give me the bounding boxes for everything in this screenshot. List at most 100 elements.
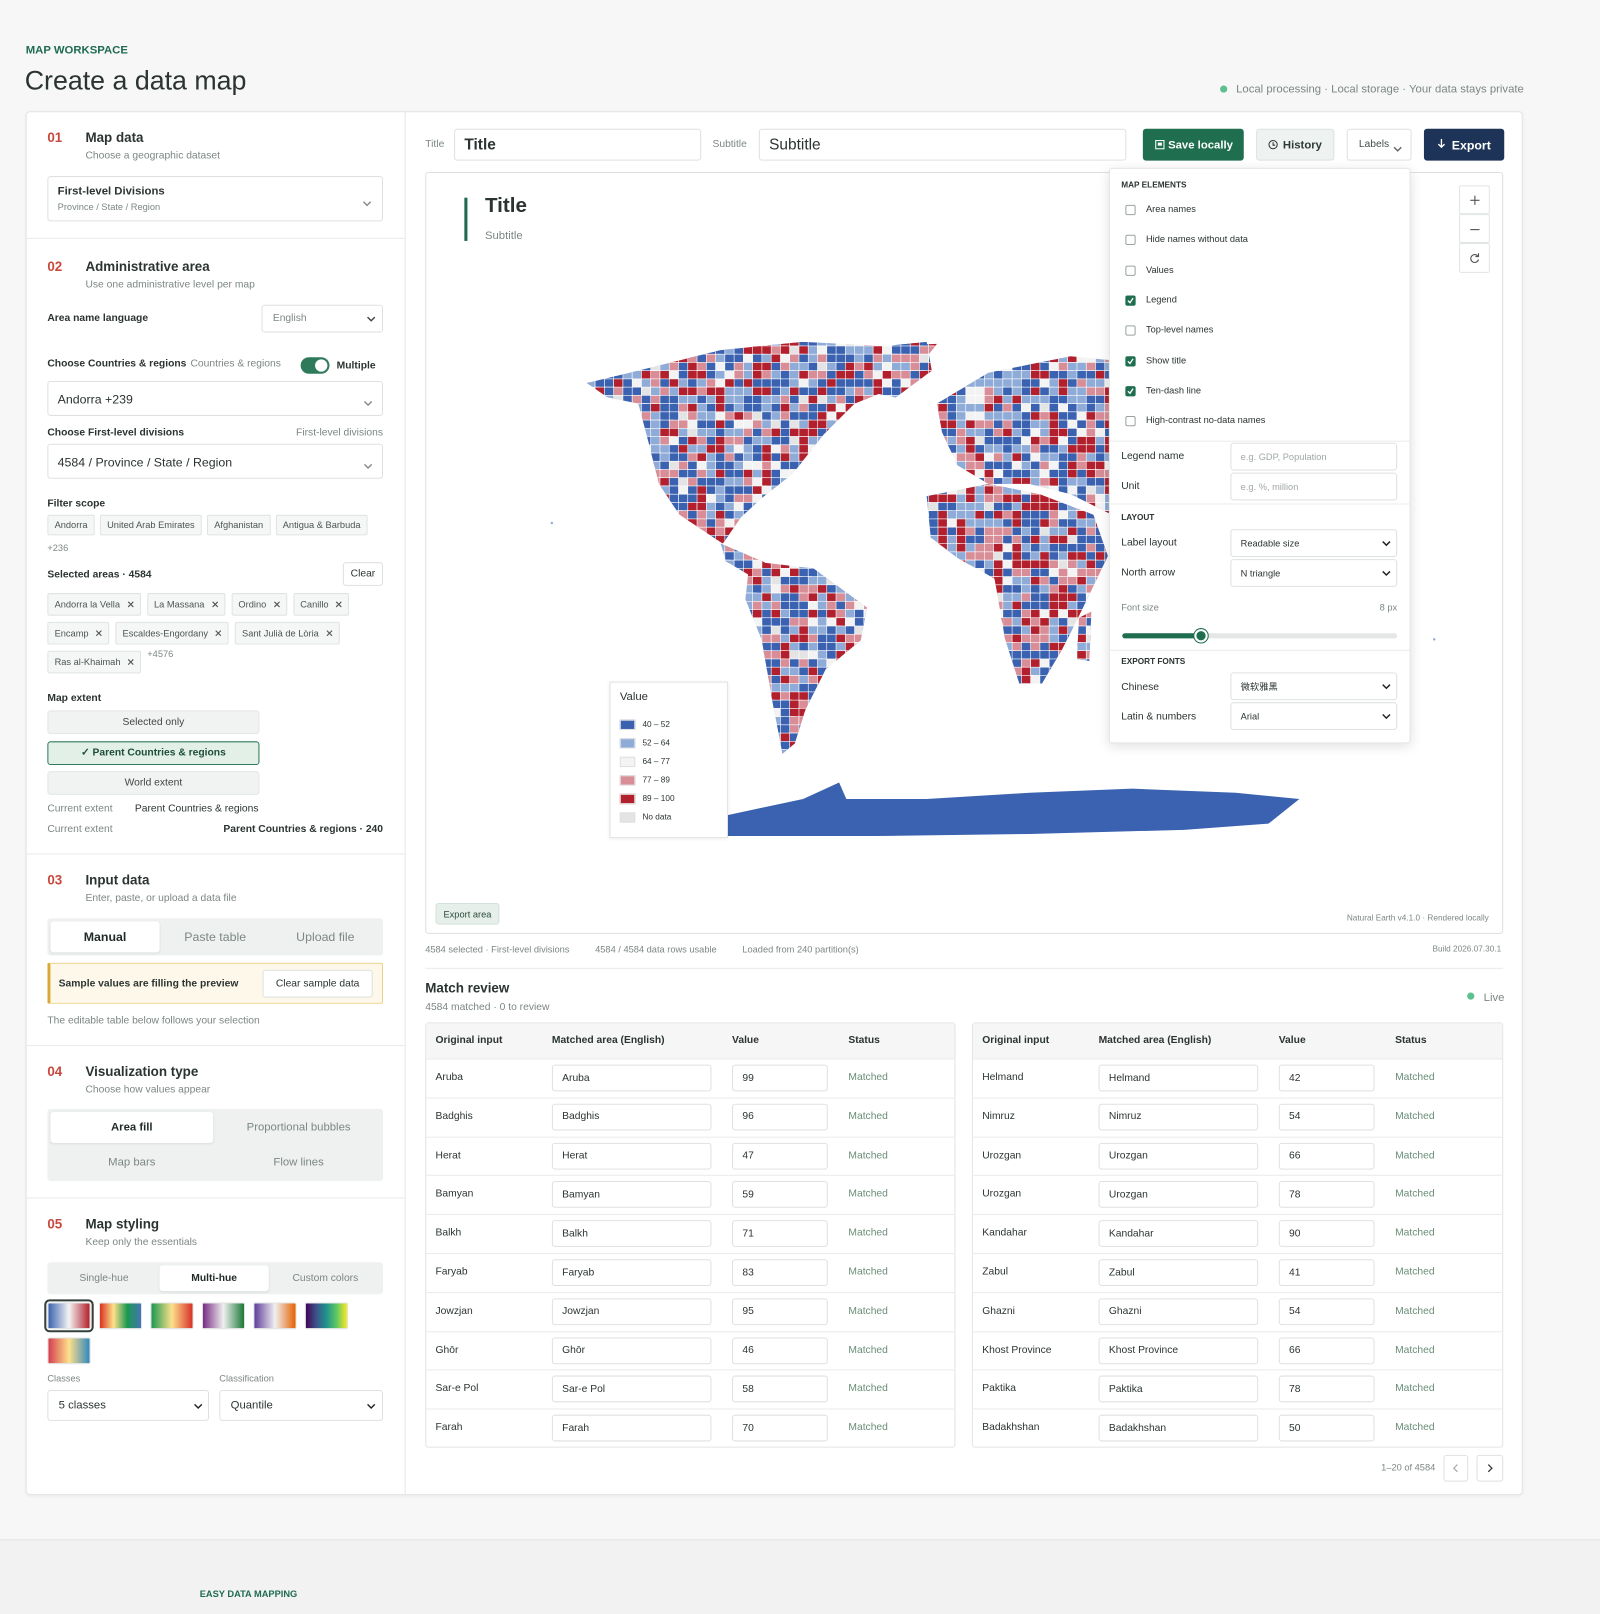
value-input[interactable]: 50 (1278, 1414, 1375, 1442)
viz-option[interactable]: Flow lines (273, 1156, 324, 1169)
color-ramp[interactable] (304, 1302, 349, 1330)
matched-area-input[interactable]: Balkh (551, 1220, 712, 1248)
viz-option[interactable]: Area fill (50, 1111, 214, 1143)
clear-button[interactable]: Clear (342, 562, 384, 586)
north-arrow-select[interactable]: N triangle (1230, 559, 1398, 587)
value-input[interactable]: 47 (732, 1142, 828, 1170)
matched-area-input[interactable]: Sar-e Pol (551, 1375, 712, 1403)
matched-area-input[interactable]: Urozgan (1098, 1181, 1259, 1209)
viz-option[interactable]: Proportional bubbles (246, 1121, 351, 1134)
countries-select[interactable] (47, 380, 384, 416)
color-ramp[interactable] (44, 1299, 94, 1333)
selected-chip[interactable]: Canillo (293, 593, 350, 616)
style-tab[interactable]: Multi-hue (159, 1265, 269, 1292)
unit-input[interactable]: e.g. %, million (1230, 472, 1398, 501)
selected-chip[interactable]: Andorra la Vella (47, 593, 141, 616)
value-input[interactable]: 70 (732, 1414, 828, 1442)
checkbox[interactable] (1125, 204, 1136, 216)
remove-icon[interactable] (127, 659, 134, 666)
value-input[interactable]: 66 (1278, 1337, 1375, 1364)
filter-chip[interactable]: Afghanistan (207, 514, 271, 536)
label-layout-select[interactable]: Readable size (1230, 529, 1398, 558)
extent-option[interactable]: World extent (47, 771, 260, 795)
remove-icon[interactable] (127, 601, 134, 608)
matched-area-input[interactable]: Aruba (551, 1064, 712, 1092)
checkbox[interactable] (1125, 235, 1136, 246)
dataset-select[interactable] (47, 176, 384, 222)
input-tab[interactable]: Upload file (296, 929, 355, 945)
value-input[interactable]: 95 (732, 1298, 828, 1325)
value-input[interactable]: 54 (1278, 1103, 1375, 1131)
remove-icon[interactable] (335, 601, 342, 608)
filter-chip[interactable]: Andorra (47, 514, 95, 536)
color-ramp[interactable] (98, 1302, 143, 1330)
selected-chip[interactable]: La Massana (146, 593, 226, 616)
checkbox[interactable] (1125, 265, 1136, 276)
input-tab[interactable]: Manual (50, 921, 160, 953)
remove-icon[interactable] (211, 601, 218, 608)
clear-sample-button[interactable]: Clear sample data (262, 969, 373, 998)
filter-chip[interactable]: United Arab Emirates (99, 514, 202, 536)
value-input[interactable]: 99 (732, 1064, 828, 1092)
value-input[interactable]: 58 (732, 1375, 828, 1403)
value-input[interactable]: 90 (1278, 1220, 1375, 1248)
selected-chip[interactable]: Ras al-Khaimah (47, 650, 142, 674)
slider-knob[interactable] (1194, 629, 1208, 643)
value-input[interactable]: 42 (1278, 1064, 1375, 1092)
extent-option[interactable]: Selected only (47, 710, 260, 735)
matched-area-input[interactable]: Jowzjan (551, 1298, 712, 1325)
classes-select[interactable] (47, 1389, 210, 1421)
selected-chip[interactable]: Sant Julià de Lòria (234, 621, 340, 645)
style-tab[interactable]: Single-hue (79, 1272, 129, 1284)
latin-font-select[interactable]: Arial (1230, 702, 1398, 730)
matched-area-input[interactable]: Farah (551, 1414, 712, 1442)
color-ramp[interactable] (253, 1302, 297, 1330)
matched-area-input[interactable]: Herat (551, 1142, 712, 1170)
subtitle-input[interactable]: Subtitle (758, 128, 1127, 161)
chinese-font-select[interactable]: 微软雅黑 (1230, 672, 1398, 701)
selected-chip[interactable]: Ordino (231, 593, 287, 616)
matched-area-input[interactable]: Urozgan (1098, 1142, 1259, 1170)
color-ramp[interactable] (150, 1302, 194, 1330)
value-input[interactable]: 78 (1278, 1181, 1375, 1209)
matched-area-input[interactable]: Nimruz (1098, 1103, 1259, 1131)
selected-chip[interactable]: Encamp (47, 621, 110, 645)
export-button[interactable]: Export (1423, 128, 1505, 161)
viz-option[interactable]: Map bars (108, 1156, 156, 1169)
selected-chip[interactable]: Escaldes-Engordany (115, 621, 229, 645)
language-select[interactable] (261, 304, 384, 333)
checkbox[interactable] (1125, 416, 1136, 427)
matched-area-input[interactable]: Badghis (551, 1103, 712, 1131)
value-input[interactable]: 83 (732, 1259, 828, 1286)
divisions-select[interactable] (47, 443, 384, 479)
value-input[interactable]: 54 (1278, 1298, 1375, 1325)
value-input[interactable]: 71 (732, 1220, 828, 1248)
classification-select[interactable] (219, 1389, 384, 1421)
remove-icon[interactable] (326, 630, 333, 637)
matched-area-input[interactable]: Paktika (1098, 1375, 1259, 1403)
value-input[interactable]: 66 (1278, 1142, 1375, 1170)
style-tab[interactable]: Custom colors (292, 1272, 359, 1284)
matched-area-input[interactable]: Badakhshan (1098, 1414, 1259, 1442)
value-input[interactable]: 59 (732, 1181, 828, 1209)
title-input[interactable]: Title (454, 128, 702, 161)
value-input[interactable]: 96 (732, 1103, 828, 1131)
remove-icon[interactable] (273, 601, 280, 608)
labels-button[interactable]: Labels (1346, 128, 1412, 161)
value-input[interactable]: 78 (1278, 1375, 1375, 1403)
remove-icon[interactable] (95, 630, 102, 637)
color-ramp[interactable] (201, 1302, 246, 1330)
matched-area-input[interactable]: Zabul (1098, 1259, 1259, 1286)
matched-area-input[interactable]: Ghōr (551, 1337, 712, 1364)
legend-name-input[interactable]: e.g. GDP, Population (1230, 442, 1398, 471)
matched-area-input[interactable]: Bamyan (551, 1181, 712, 1209)
input-tab[interactable]: Paste table (184, 929, 247, 945)
filter-chip[interactable]: Antigua & Barbuda (275, 514, 368, 536)
matched-area-input[interactable]: Ghazni (1098, 1298, 1259, 1325)
save-button[interactable]: Save locally (1142, 128, 1244, 161)
color-ramp[interactable] (47, 1337, 91, 1365)
export-area-button[interactable]: Export area (435, 902, 500, 925)
matched-area-input[interactable]: Khost Province (1098, 1337, 1259, 1364)
history-button[interactable]: History (1256, 128, 1335, 161)
matched-area-input[interactable]: Faryab (551, 1259, 712, 1286)
